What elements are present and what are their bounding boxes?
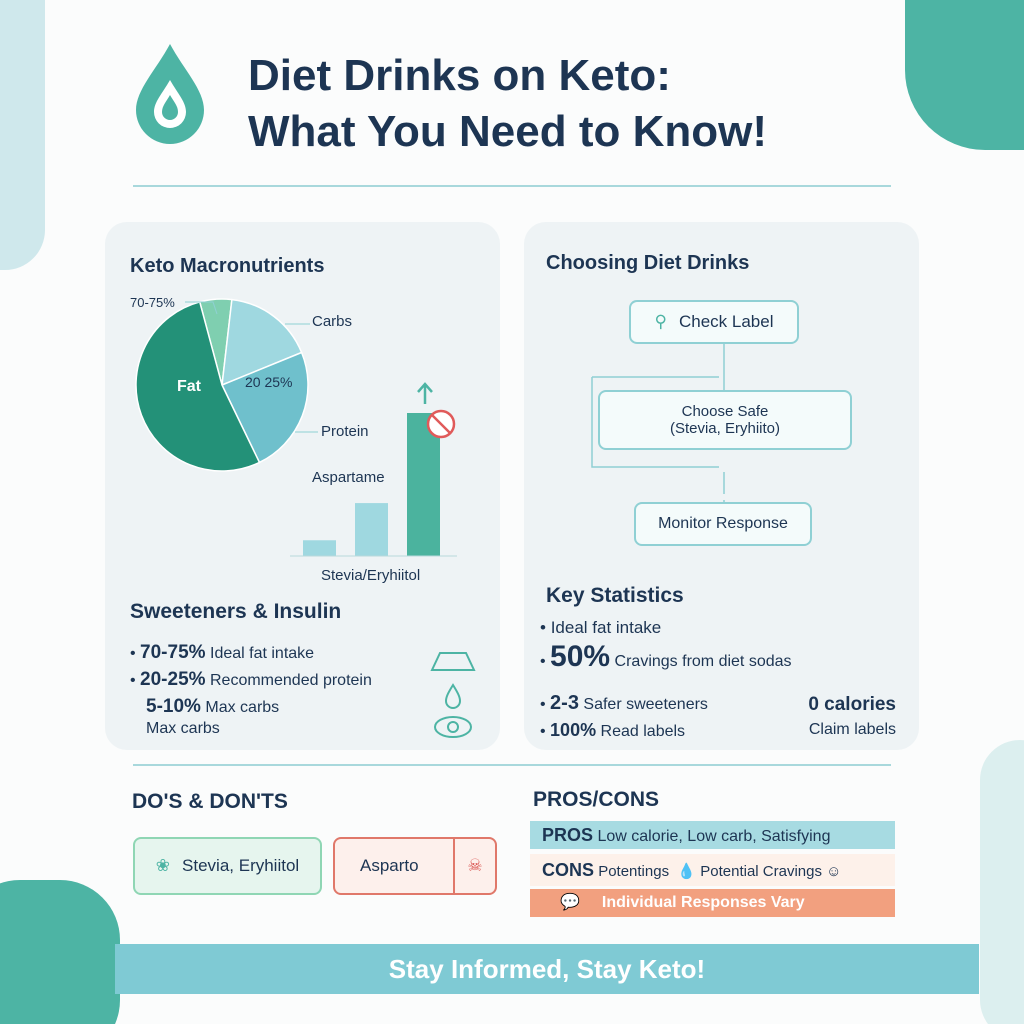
title: Diet Drinks on Keto: What You Need to Kn…	[248, 48, 767, 160]
sweetener-list: • 70-75% Ideal fat intake • 20-25% Recomm…	[130, 640, 372, 721]
list-item: • 20-25% Recommended protein	[130, 669, 372, 690]
stat-value: 50%	[550, 640, 611, 673]
pros-row: PROS Low calorie, Low carb, Satisfying	[530, 821, 895, 849]
stat-text: Ideal fat intake	[550, 618, 662, 637]
section-title: DO'S & DON'TS	[132, 790, 288, 813]
pie-label: Carbs	[312, 313, 352, 330]
stat: • 100% Read labels	[540, 720, 686, 740]
row-label: CONS	[542, 860, 595, 880]
decor	[0, 880, 120, 1024]
list-item: • 70-75% Ideal fat intake	[130, 642, 315, 663]
step-text: Choose Safe	[681, 403, 769, 420]
flow-step: ⚲ Check Label	[629, 300, 799, 344]
list-text: Max carbs	[146, 720, 220, 737]
do-card: ❀ Stevia, Eryhiitol	[133, 837, 322, 895]
title-line: What You Need to Know!	[248, 107, 767, 156]
stat: • 2-3 Safer sweeteners	[540, 692, 708, 714]
note-row: 💬 Individual Responses Vary	[530, 889, 895, 917]
decor	[905, 0, 1024, 150]
divider	[133, 764, 891, 766]
icons	[430, 652, 476, 738]
list-value: 5-10%	[146, 696, 201, 717]
pie-label: Fat	[177, 378, 202, 395]
bar	[355, 503, 388, 556]
list-value: 20-25%	[140, 669, 206, 690]
step-text: (Stevia, Eryhiito)	[669, 420, 781, 437]
stat-value: 0 calories	[808, 694, 896, 715]
bar	[407, 413, 440, 556]
pie-slice	[135, 301, 261, 472]
dont-card: Asparto ☠	[333, 837, 497, 895]
step-text: Monitor Response	[658, 515, 788, 532]
divider	[133, 185, 891, 187]
leader	[185, 301, 318, 433]
panel-title: Key Statistics	[546, 584, 684, 607]
pie-slice	[220, 351, 309, 464]
list-text: Ideal fat intake	[210, 645, 315, 662]
row-label: PROS	[542, 825, 594, 845]
section-title: PROS/CONS	[533, 788, 660, 811]
stat-value: 2-3	[550, 692, 579, 714]
macro-chart: 70-75% Carbs Fat 20 25% Protein Aspartame Stev…	[130, 295, 457, 584]
row-text: Potential Cravings	[700, 863, 822, 880]
stat: • Ideal fat intake	[540, 618, 662, 637]
row-text: Potentings	[598, 863, 670, 880]
title-line: Diet Drinks on Keto:	[248, 51, 671, 100]
logo	[136, 44, 204, 144]
stat: • 50% Cravings from diet sodas	[540, 640, 792, 673]
no-icon	[431, 414, 451, 434]
arrow	[417, 382, 433, 404]
flow-step: Monitor Response	[634, 502, 812, 546]
pie-slice	[221, 298, 303, 387]
stat-value: 100%	[550, 720, 597, 740]
pie-label: 70-75%	[130, 295, 175, 310]
stat-text: Read labels	[600, 723, 686, 740]
pie-label: 20 25%	[245, 374, 292, 390]
list-item: 5-10% Max carbs	[146, 694, 372, 721]
panel-title: Choosing Diet Drinks	[546, 252, 750, 274]
panel-title: Keto Macronutrients	[130, 255, 325, 277]
panel-title: Sweeteners & Insulin	[130, 600, 342, 623]
row-text: Low calorie, Low carb, Satisfying	[597, 828, 831, 845]
stat-text: Claim labels	[808, 721, 896, 738]
do-text: Stevia, Eryhiitol	[182, 856, 300, 875]
bar-axis-label: Stevia/Eryhiitol	[321, 567, 420, 584]
bar-label: Aspartame	[312, 469, 385, 486]
cons-row: CONS Potentings 💧 Potential Cravings ☺	[530, 854, 895, 886]
list-value: 70-75%	[140, 642, 206, 663]
flow-step: Choose Safe (Stevia, Eryhiito)	[598, 390, 852, 450]
decor	[980, 740, 1024, 1024]
note-text: Individual Responses Vary	[601, 894, 805, 911]
stat-text: Safer sweeteners	[583, 696, 708, 713]
bar	[303, 540, 336, 556]
footer-banner: Stay Informed, Stay Keto!	[115, 944, 979, 994]
stat-text: Cravings from diet sodas	[614, 653, 792, 670]
list-text: Max carbs	[205, 699, 280, 716]
step-text: Check Label	[678, 312, 774, 331]
pie-label: Protein	[321, 423, 369, 440]
dont-text: Asparto	[360, 856, 419, 875]
list-text: Recommended protein	[210, 672, 372, 689]
decor	[0, 0, 45, 270]
